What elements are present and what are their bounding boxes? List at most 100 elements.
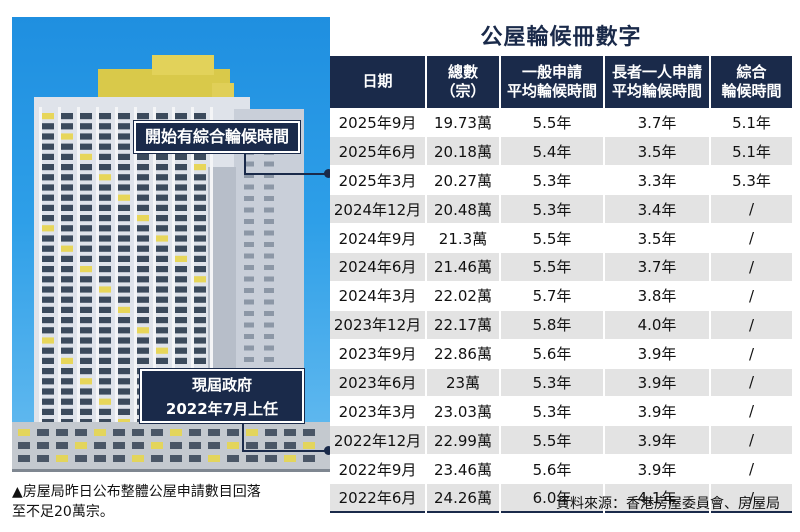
callout-current-government: 現屆政府 2022年7月上任 (140, 369, 304, 423)
cell-total: 23萬 (425, 367, 500, 397)
table-row: 2024年3月 22.02萬 5.7年 3.8年 / (330, 280, 792, 311)
header-elderly: 長者一人申請 平均輪候時間 (603, 56, 710, 108)
cell-combined: / (709, 425, 792, 455)
cell-elderly: 3.7年 (603, 251, 710, 282)
header-combined: 綜合 輪候時間 (709, 56, 792, 108)
header-date: 日期 (330, 56, 426, 108)
cell-elderly: 3.8年 (603, 280, 710, 311)
cell-general: 5.5年 (499, 223, 604, 253)
header-general: 一般申請 平均輪候時間 (499, 56, 604, 108)
table-header-row: 日期 總數 （宗） 一般申請 平均輪候時間 長者一人申請 平均輪候時間 綜合 輪… (330, 56, 792, 108)
table-row: 2024年6月 21.46萬 5.5年 3.7年 / (330, 251, 792, 282)
caption-line-1: ▲房屋局昨日公布整體公屋申請數目回落 (12, 484, 261, 500)
cell-date: 2023年12月 (330, 309, 426, 340)
cell-total: 21.46萬 (425, 251, 500, 282)
callout-1-leader (244, 152, 246, 174)
callout-1-dot (324, 169, 333, 178)
cell-total: 21.3萬 (425, 223, 500, 253)
cell-date: 2024年6月 (330, 251, 426, 282)
cell-general: 5.7年 (499, 280, 604, 311)
cell-elderly: 4.1年 (603, 483, 710, 513)
cell-combined: / (709, 454, 792, 484)
cell-date: 2025年9月 (330, 107, 426, 137)
cell-combined: / (709, 367, 792, 397)
table-row: 2024年9月 21.3萬 5.5年 3.5年 / (330, 223, 792, 253)
caption-line-2: 至不足20萬宗。 (12, 504, 114, 520)
cell-general: 5.3年 (499, 396, 604, 426)
cell-combined: / (709, 223, 792, 253)
cell-date: 2024年3月 (330, 280, 426, 311)
cell-date: 2022年6月 (330, 483, 426, 513)
ground (12, 469, 330, 472)
cell-general: 5.8年 (499, 309, 604, 340)
table-row: 2025年9月 19.73萬 5.5年 3.7年 5.1年 (330, 107, 792, 137)
callout-2-line2: 2022年7月上任 (165, 400, 279, 418)
cell-combined: 5.3年 (709, 165, 792, 195)
table-row: 2023年9月 22.86萬 5.6年 3.9年 / (330, 338, 792, 369)
cell-general: 5.5年 (499, 107, 604, 137)
cell-elderly: 3.9年 (603, 367, 710, 397)
cell-combined: / (709, 251, 792, 282)
callout-2-leader-h (242, 450, 330, 452)
callout-combined-wait-start: 開始有綜合輪候時間 (134, 121, 300, 153)
cell-date: 2023年9月 (330, 338, 426, 369)
photo-caption: ▲房屋局昨日公布整體公屋申請數目回落 至不足20萬宗。 (12, 482, 332, 522)
table-row: 2025年6月 20.18萬 5.4年 3.5年 5.1年 (330, 136, 792, 166)
cell-total: 20.48萬 (425, 194, 500, 224)
cell-combined: 5.1年 (709, 136, 792, 166)
table-row: 2025年3月 20.27萬 5.3年 3.3年 5.3年 (330, 165, 792, 195)
waiting-list-table: 日期 總數 （宗） 一般申請 平均輪候時間 長者一人申請 平均輪候時間 綜合 輪… (330, 56, 792, 513)
cell-total: 22.86萬 (425, 338, 500, 369)
cell-total: 24.26萬 (425, 483, 500, 513)
cell-combined: / (709, 194, 792, 224)
table-row: 2022年6月 24.26萬 6.0年 4.1年 / (330, 483, 792, 513)
cell-elderly: 3.9年 (603, 396, 710, 426)
cell-total: 19.73萬 (425, 107, 500, 137)
cell-general: 5.6年 (499, 454, 604, 484)
cell-elderly: 3.5年 (603, 223, 710, 253)
cell-elderly: 3.9年 (603, 454, 710, 484)
cell-date: 2024年9月 (330, 223, 426, 253)
cell-date: 2025年6月 (330, 136, 426, 166)
callout-1-leader-h (244, 173, 330, 175)
cell-total: 22.02萬 (425, 280, 500, 311)
cell-date: 2025年3月 (330, 165, 426, 195)
callout-2-line1: 現屆政府 (191, 376, 252, 394)
cell-combined: / (709, 483, 792, 513)
table-row: 2023年6月 23萬 5.3年 3.9年 / (330, 367, 792, 397)
cell-elderly: 3.9年 (603, 425, 710, 455)
cell-general: 5.6年 (499, 338, 604, 369)
cell-elderly: 3.3年 (603, 165, 710, 195)
cell-elderly: 3.9年 (603, 338, 710, 369)
table-title: 公屋輪候冊數字 (480, 25, 642, 50)
cell-elderly: 3.4年 (603, 194, 710, 224)
header-total: 總數 （宗） (425, 56, 500, 108)
cell-elderly: 4.0年 (603, 309, 710, 340)
cell-elderly: 3.7年 (603, 107, 710, 137)
cell-general: 5.5年 (499, 251, 604, 282)
data-source: 資料來源：香港房屋委員會、房屋局 (556, 496, 780, 512)
cell-date: 2024年12月 (330, 194, 426, 224)
cell-date: 2023年6月 (330, 367, 426, 397)
table-body: 2025年9月 19.73萬 5.5年 3.7年 5.1年 2025年6月 20.18萬 5.… (330, 107, 792, 513)
cell-date: 2022年9月 (330, 454, 426, 484)
cell-combined: / (709, 280, 792, 311)
cell-general: 5.3年 (499, 367, 604, 397)
cell-combined: 5.1年 (709, 107, 792, 137)
roof-top (152, 55, 214, 75)
cell-general: 5.3年 (499, 194, 604, 224)
cell-elderly: 3.5年 (603, 136, 710, 166)
table-row: 2022年9月 23.46萬 5.6年 3.9年 / (330, 454, 792, 484)
callout-2-dot (324, 446, 333, 455)
cell-total: 22.17萬 (425, 309, 500, 340)
cell-general: 5.5年 (499, 425, 604, 455)
cell-total: 22.99萬 (425, 425, 500, 455)
cell-general: 6.0年 (499, 483, 604, 513)
cell-combined: / (709, 309, 792, 340)
callout-1-text: 開始有綜合輪候時間 (144, 127, 289, 146)
cell-total: 23.03萬 (425, 396, 500, 426)
cell-combined: / (709, 396, 792, 426)
table-row: 2024年12月 20.48萬 5.3年 3.4年 / (330, 194, 792, 224)
cell-general: 5.4年 (499, 136, 604, 166)
cell-date: 2022年12月 (330, 425, 426, 455)
